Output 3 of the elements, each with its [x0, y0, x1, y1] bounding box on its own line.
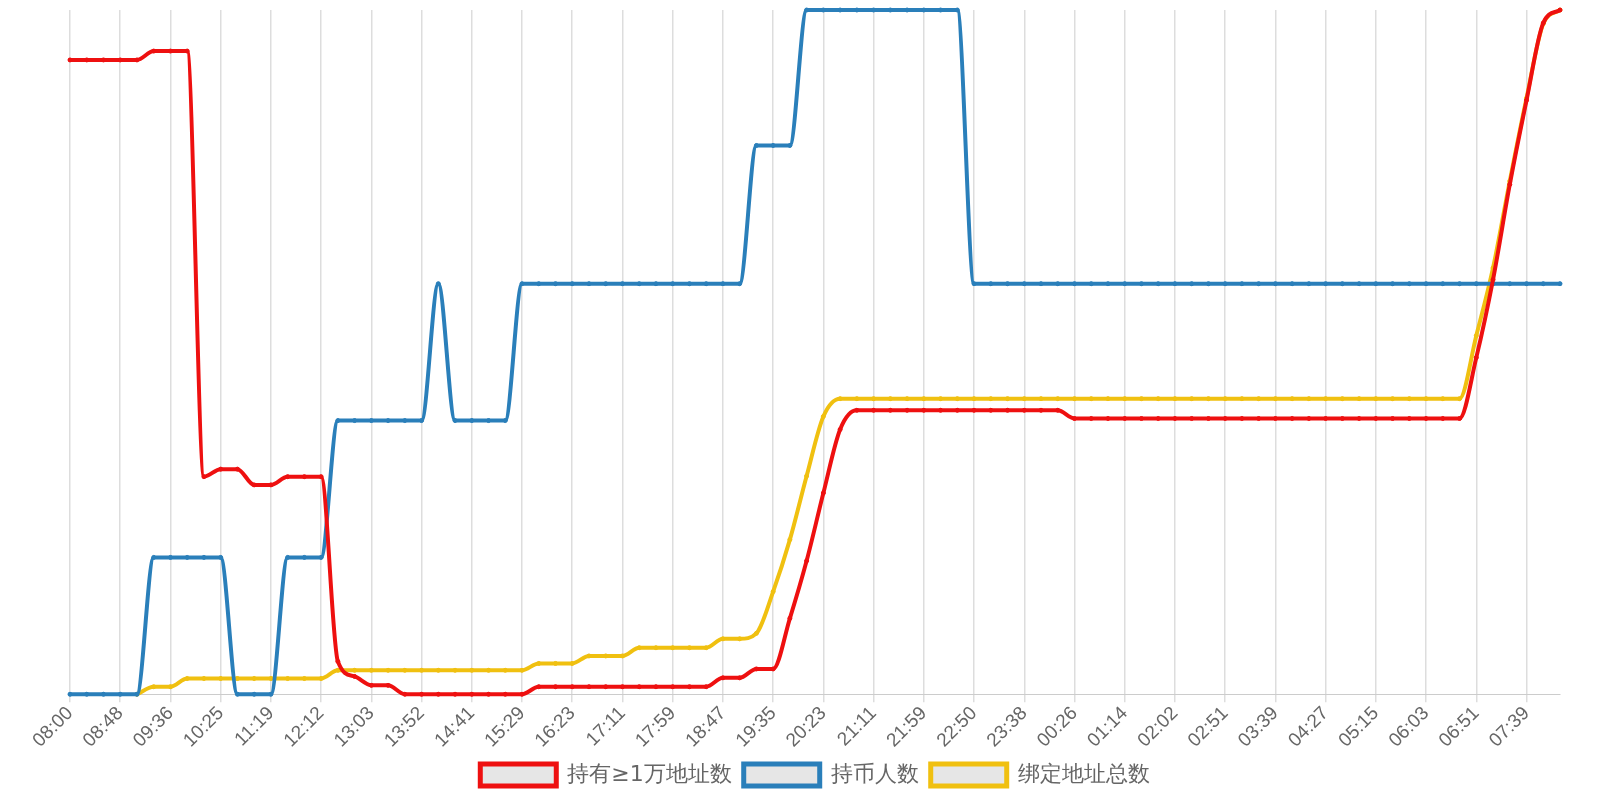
legend-label: 绑定地址总数 [1017, 760, 1150, 786]
legend-label: 持币人数 [830, 760, 919, 786]
legend-label: 持有≥1万地址数 [567, 760, 732, 786]
